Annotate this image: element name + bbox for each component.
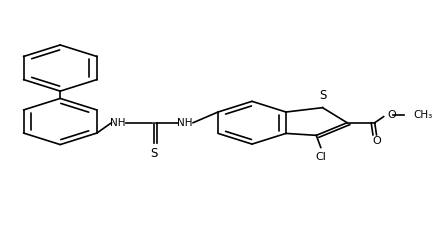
Text: CH₃: CH₃ — [413, 110, 432, 121]
Text: O: O — [372, 136, 381, 146]
Text: O: O — [387, 110, 396, 121]
Text: S: S — [150, 147, 157, 160]
Text: S: S — [319, 89, 326, 102]
Text: NH: NH — [111, 118, 126, 128]
Text: NH: NH — [178, 118, 193, 128]
Text: Cl: Cl — [315, 152, 326, 162]
